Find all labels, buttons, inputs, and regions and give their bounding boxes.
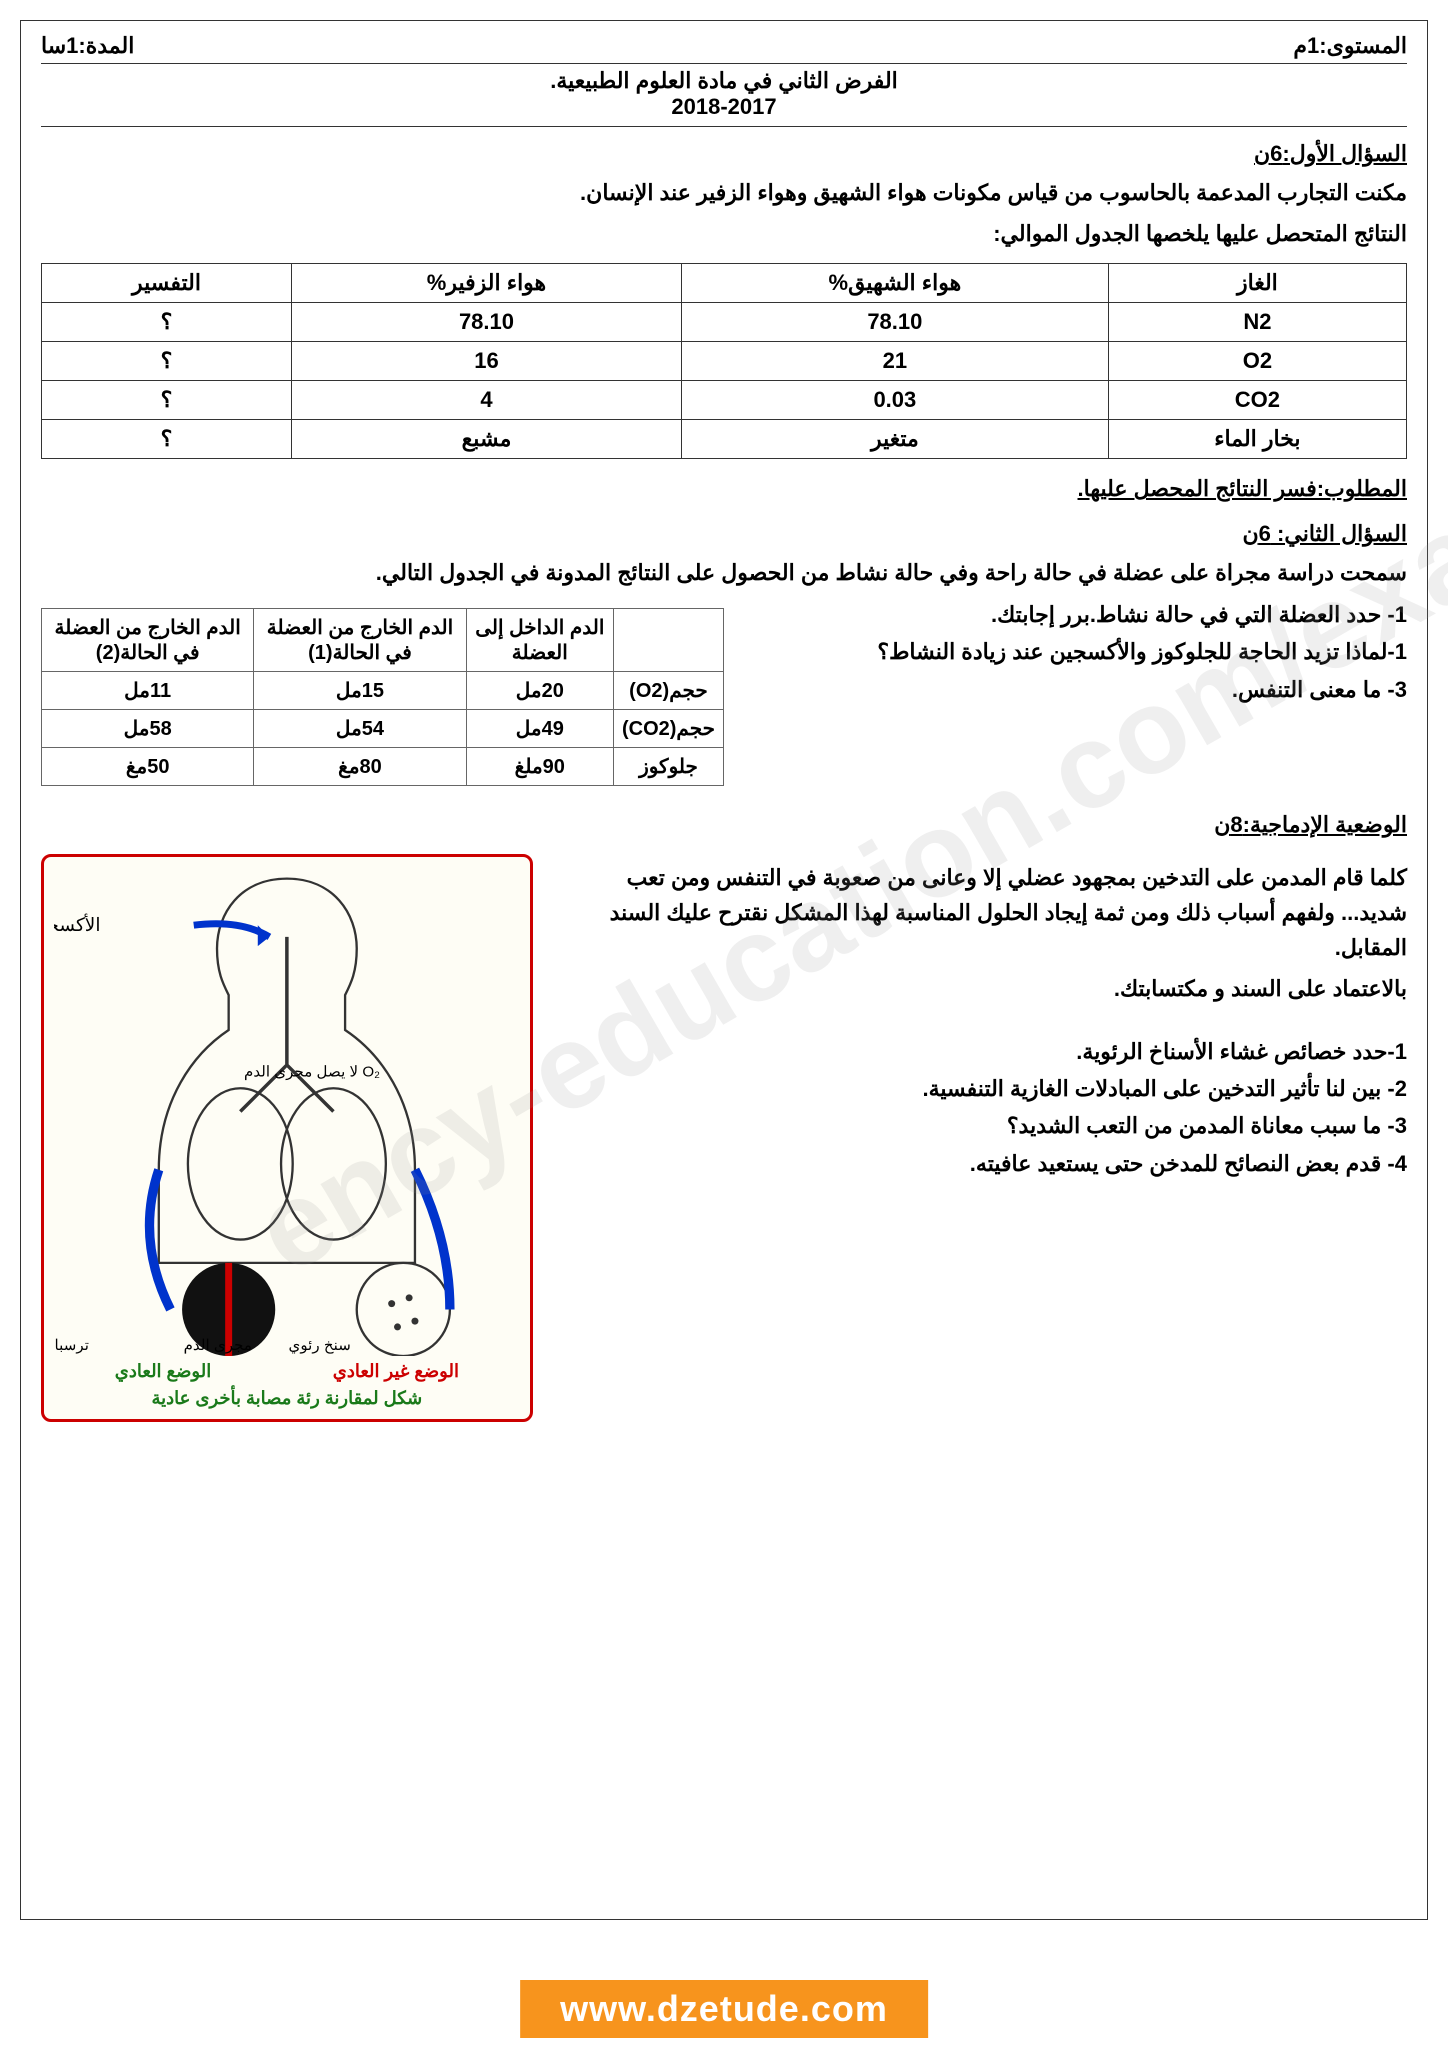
table-row: جلوكوز90ملغ80مغ50مغ: [42, 747, 724, 785]
q2-title: السؤال الثاني: 6ن: [41, 521, 1407, 547]
col-inhale: هواء الشهيق%: [681, 264, 1108, 303]
label-o2note: O₂ لا يصل مجرى الدم: [244, 1063, 380, 1080]
table-row: CO20.034؟: [42, 381, 1407, 420]
label-abnormal: الوضع غير العادي: [333, 1361, 459, 1382]
table-cell: 0.03: [681, 381, 1108, 420]
q1-required: المطلوب:فسر النتائج المحصل عليها.: [41, 471, 1407, 506]
mcol3: الدم الخارج من العضلة في الحالة(2): [42, 608, 254, 671]
table-cell: 16: [292, 342, 682, 381]
table-cell: CO2: [1108, 381, 1406, 420]
situation-text: كلما قام المدمن على التدخين بمجهود عضلي …: [587, 854, 1407, 1182]
muscle-table-body: حجم(O2)20مل15مل11ملحجم(CO2)49مل54مل58ملج…: [42, 671, 724, 785]
muscle-header-row: الدم الداخل إلى العضلة الدم الخارج من ال…: [42, 608, 724, 671]
exam-year: 2018-2017: [41, 94, 1407, 127]
table-cell: متغير: [681, 420, 1108, 459]
mcol1: الدم الداخل إلى العضلة: [466, 608, 613, 671]
table-cell: O2: [1108, 342, 1406, 381]
exam-title: الفرض الثاني في مادة العلوم الطبيعية.: [41, 68, 1407, 94]
q2-intro: سمحت دراسة مجراة على عضلة في حالة راحة و…: [41, 555, 1407, 590]
table-cell: 54مل: [254, 709, 466, 747]
exam-page: المستوى:1م المدة:1سا الفرض الثاني في ماد…: [20, 20, 1428, 1920]
situation-p1: كلما قام المدمن على التدخين بمجهود عضلي …: [587, 860, 1407, 966]
table-cell: جلوكوز: [613, 747, 723, 785]
sit-item1: 1-حدد خصائص غشاء الأسناخ الرئوية.: [587, 1033, 1407, 1070]
lung-svg: الأكسجين (O₂) O₂ لا يصل مجرى الدم ترسبات…: [54, 867, 520, 1356]
gas-table: الغاز هواء الشهيق% هواء الزفير% التفسير …: [41, 263, 1407, 459]
situation-title: الوضعية الإدماجية:8ن: [41, 812, 1407, 838]
table-cell: 90ملغ: [466, 747, 613, 785]
diagram-state-row: الوضع غير العادي الوضع العادي: [54, 1361, 520, 1382]
col-exhale: هواء الزفير%: [292, 264, 682, 303]
duration-label: المدة:1سا: [41, 33, 134, 59]
header-row: المستوى:1م المدة:1سا: [41, 33, 1407, 64]
table-cell: 50مغ: [42, 747, 254, 785]
q2-questions: 1- حدد العضلة التي في حالة نشاط.برر إجاب…: [751, 596, 1407, 708]
table-cell: 78.10: [292, 303, 682, 342]
mcol0: [613, 608, 723, 671]
table-cell: بخار الماء: [1108, 420, 1406, 459]
sit-item2: 2- بين لنا تأثير التدخين على المبادلات ا…: [587, 1070, 1407, 1107]
table-cell: 49مل: [466, 709, 613, 747]
sit-item3: 3- ما سبب معاناة المدمن من التعب الشديد؟: [587, 1107, 1407, 1144]
table-cell: ؟: [42, 381, 292, 420]
label-normal: الوضع العادي: [115, 1361, 211, 1382]
level-label: المستوى:1م: [1293, 33, 1407, 59]
table-cell: 11مل: [42, 671, 254, 709]
table-row: حجم(CO2)49مل54مل58مل: [42, 709, 724, 747]
table-cell: ؟: [42, 342, 292, 381]
label-cancer: سنخ رئوي: [289, 1337, 351, 1354]
footer-banner: www.dzetude.com: [520, 1980, 928, 2038]
mcol2: الدم الخارج من العضلة في الحالة(1): [254, 608, 466, 671]
muscle-table: الدم الداخل إلى العضلة الدم الخارج من ال…: [41, 608, 724, 786]
q2-item1: 1- حدد العضلة التي في حالة نشاط.برر إجاب…: [751, 596, 1407, 633]
table-cell: 58مل: [42, 709, 254, 747]
table-cell: ؟: [42, 303, 292, 342]
table-header-row: الغاز هواء الشهيق% هواء الزفير% التفسير: [42, 264, 1407, 303]
table-row: N278.1078.10؟: [42, 303, 1407, 342]
q1-intro2: النتائج المتحصل عليها يلخصها الجدول المو…: [41, 216, 1407, 251]
table-cell: 80مغ: [254, 747, 466, 785]
situation-block: كلما قام المدمن على التدخين بمجهود عضلي …: [41, 854, 1407, 1422]
table-cell: 21: [681, 342, 1108, 381]
table-cell: 15مل: [254, 671, 466, 709]
label-blood: مجرى الدم: [184, 1337, 252, 1354]
table-row: بخار الماءمتغيرمشبع؟: [42, 420, 1407, 459]
table-cell: 78.10: [681, 303, 1108, 342]
table-row: حجم(O2)20مل15مل11مل: [42, 671, 724, 709]
label-oxygen: الأكسجين (O₂): [54, 912, 101, 936]
label-deposits: ترسبات داخل السنخ: [54, 1337, 89, 1354]
gas-table-body: N278.1078.10؟O22116؟CO20.034؟بخار الماءم…: [42, 303, 1407, 459]
sit-item4: 4- قدم بعض النصائح للمدخن حتى يستعيد عاف…: [587, 1145, 1407, 1182]
table-cell: 20مل: [466, 671, 613, 709]
table-cell: ؟: [42, 420, 292, 459]
q1-title: السؤال الأول:6ن: [41, 141, 1407, 167]
table-cell: حجم(O2): [613, 671, 723, 709]
col-explain: التفسير: [42, 264, 292, 303]
lung-diagram: الأكسجين (O₂) O₂ لا يصل مجرى الدم ترسبات…: [41, 854, 533, 1422]
col-gas: الغاز: [1108, 264, 1406, 303]
q2-item2: 1-لماذا تزيد الحاجة للجلوكوز والأكسجين ع…: [751, 633, 1407, 670]
situation-p2: بالاعتماد على السند و مكتسابتك.: [587, 971, 1407, 1006]
diagram-caption: شكل لمقارنة رئة مصابة بأخرى عادية: [54, 1388, 520, 1409]
q1-intro1: مكنت التجارب المدعمة بالحاسوب من قياس مك…: [41, 175, 1407, 210]
table-cell: حجم(CO2): [613, 709, 723, 747]
table-cell: 4: [292, 381, 682, 420]
table-cell: مشبع: [292, 420, 682, 459]
q2-block: 1- حدد العضلة التي في حالة نشاط.برر إجاب…: [41, 596, 1407, 798]
table-row: O22116؟: [42, 342, 1407, 381]
q2-item3: 3- ما معنى التنفس.: [751, 671, 1407, 708]
table-cell: N2: [1108, 303, 1406, 342]
